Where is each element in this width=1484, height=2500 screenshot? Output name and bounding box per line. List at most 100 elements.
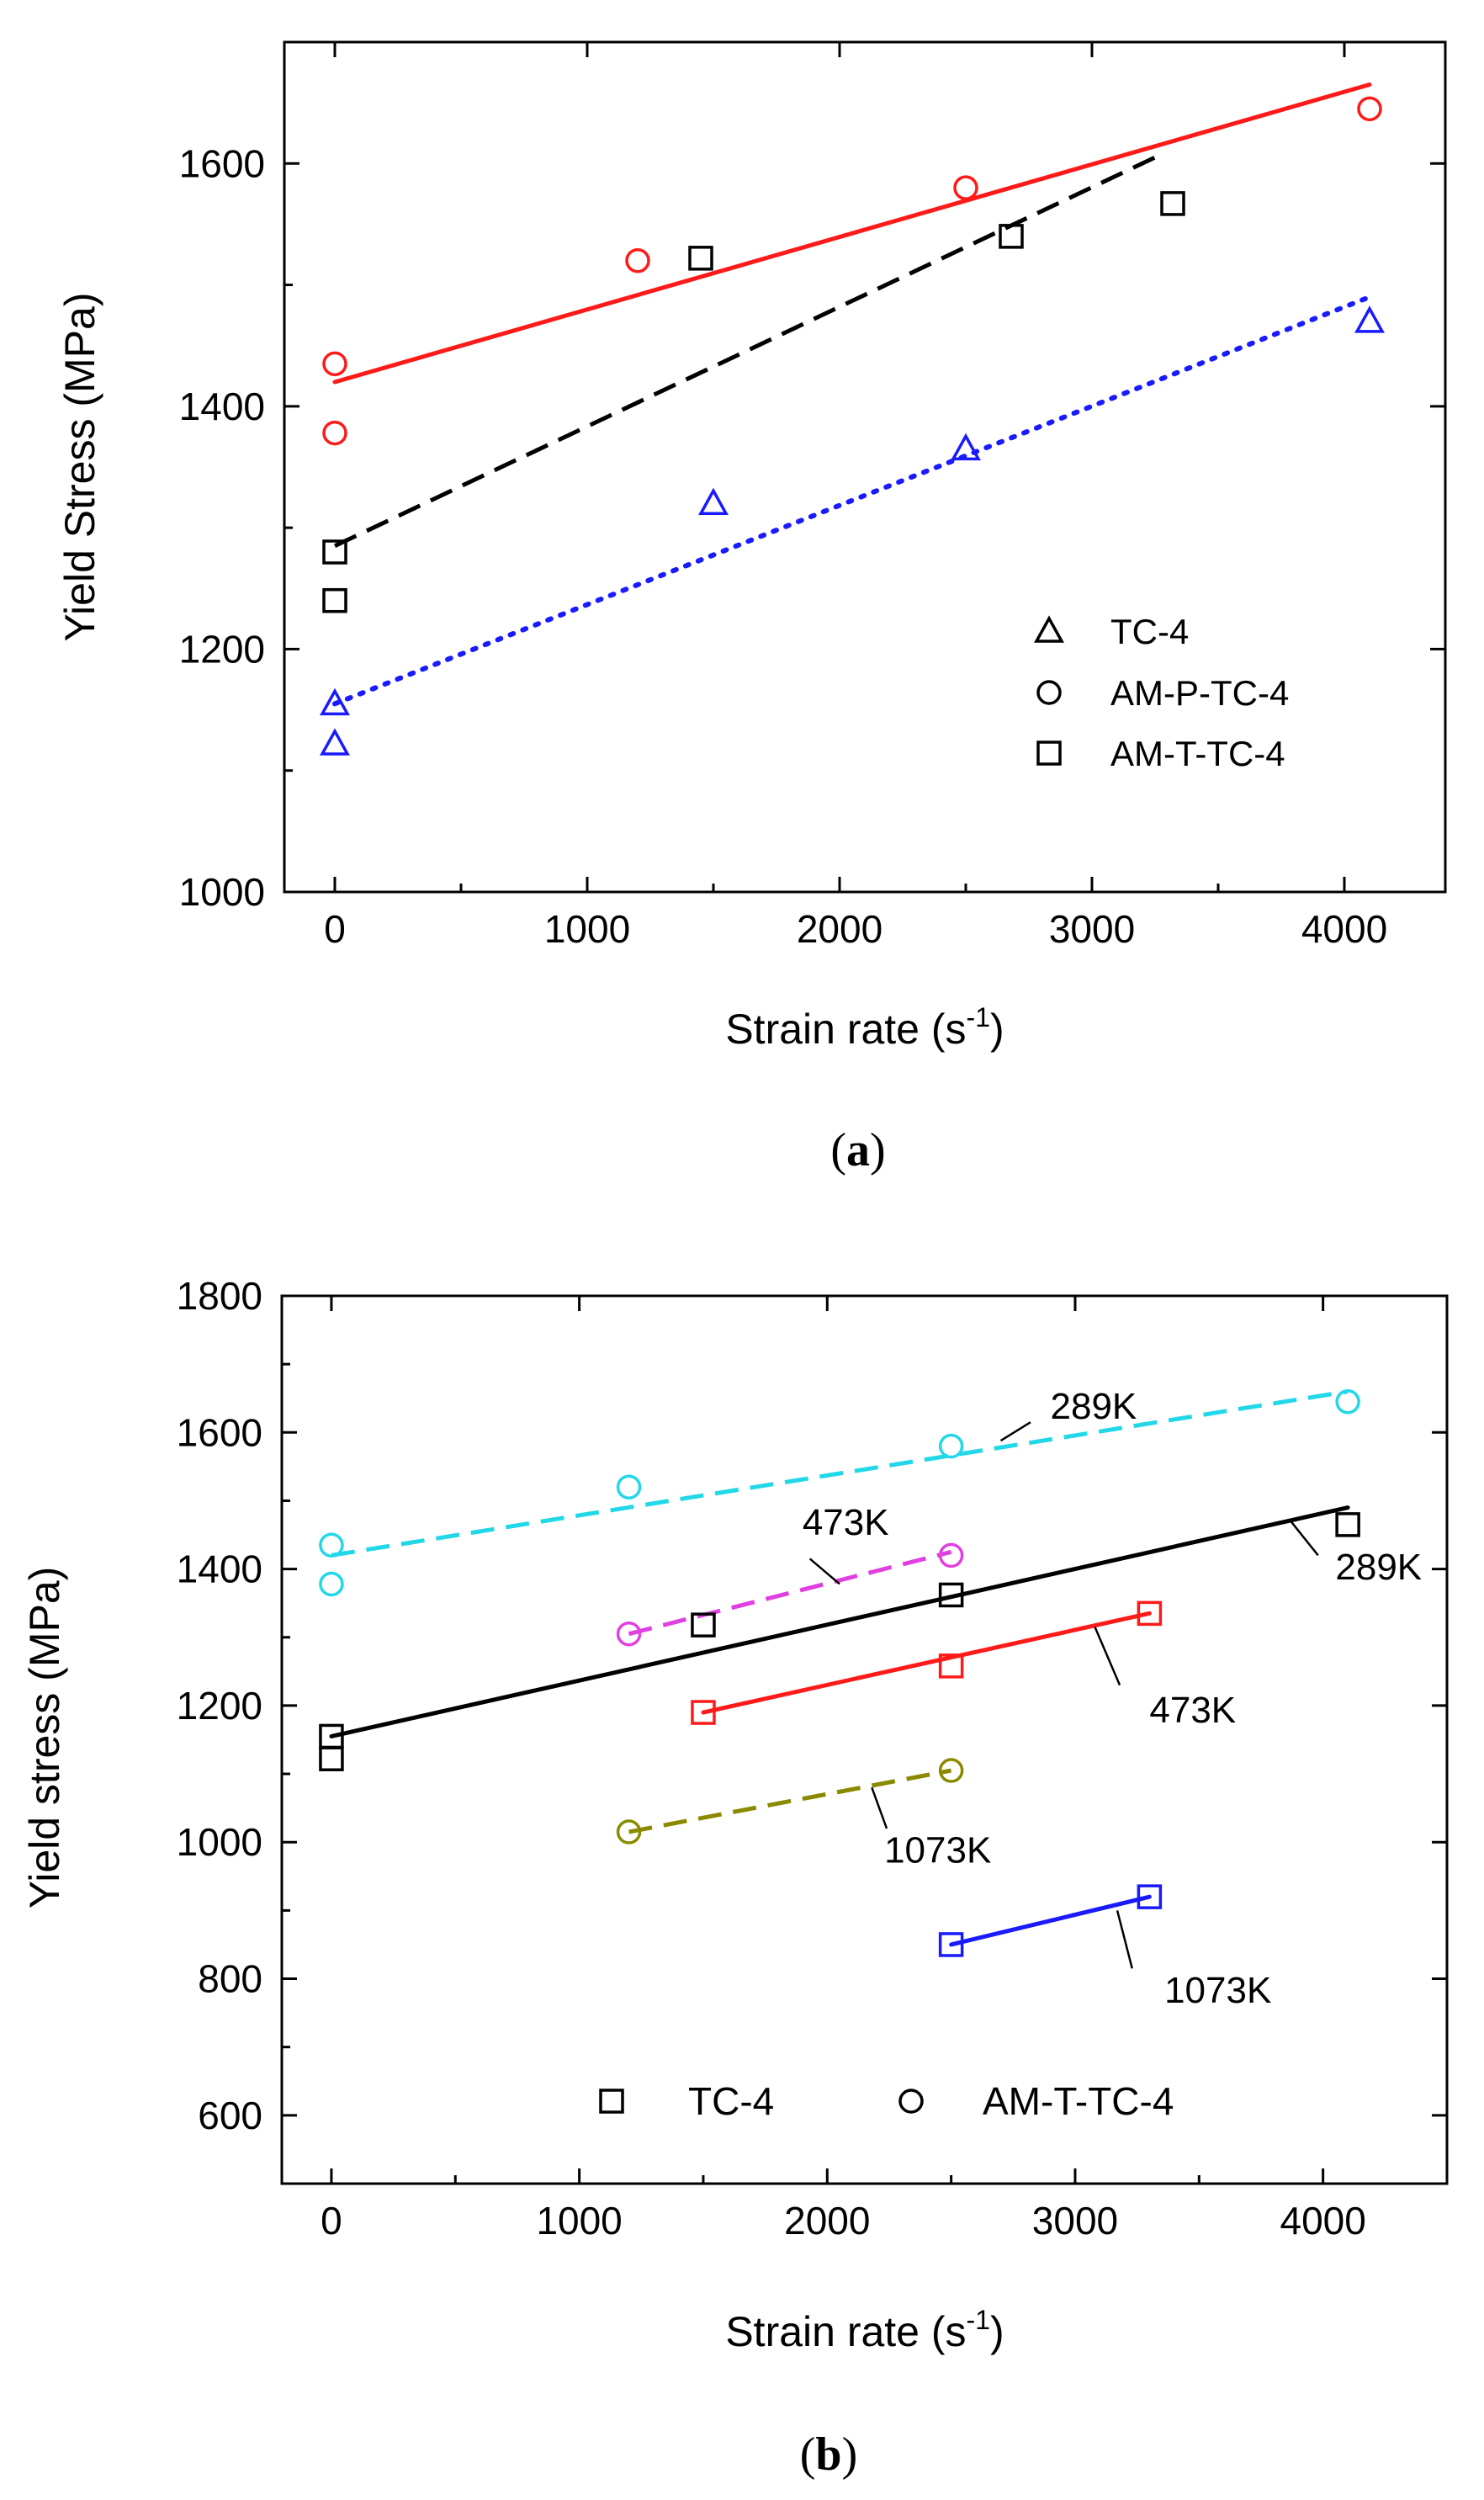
y-tick-label: 1400 <box>179 385 265 428</box>
panel-a-fit-lines <box>332 82 1372 707</box>
panel-a-caption: (a) <box>830 1124 885 1176</box>
data-point-am-t-tc-4-1073k <box>938 1758 964 1783</box>
legend-marker-square <box>1036 740 1062 766</box>
data-point-am-p-tc-4 <box>1357 96 1382 122</box>
x-tick-label: 4000 <box>1280 2199 1365 2243</box>
data-point-tc-4 <box>320 728 350 756</box>
y-tick-label: 1600 <box>177 1410 262 1454</box>
data-point-tc-4 <box>698 487 729 516</box>
y-tick-label: 1800 <box>177 1274 262 1318</box>
y-tick-label: 1400 <box>177 1547 262 1591</box>
x-tick-label: 3000 <box>1049 907 1135 951</box>
temperature-label: 473K <box>1149 1690 1236 1731</box>
data-point-am-p-tc-4 <box>322 351 347 377</box>
data-point-tc-4 <box>1354 305 1385 333</box>
data-point-am-t-tc-4 <box>322 539 347 565</box>
panel-b-temperature-labels: 289K 473K 1073K 289K 473K 1073K <box>803 1386 1422 2011</box>
x-tick-label: 0 <box>324 907 346 951</box>
data-point-am-t-tc-4-473k <box>938 1542 964 1568</box>
fit-line-am-p-tc-4 <box>332 82 1372 385</box>
x-tick-label: 2000 <box>797 907 882 951</box>
data-point-tc-4-473k <box>691 1700 716 1725</box>
temperature-label: 1073K <box>884 1830 991 1871</box>
temperature-label: 1073K <box>1164 1970 1271 2011</box>
y-tick-label: 800 <box>198 1957 262 2001</box>
legend-marker-triangle <box>1034 615 1064 643</box>
label-leader-line <box>1116 1910 1133 1969</box>
panel-b-caption: (b) <box>800 2428 857 2481</box>
panel-b-data-markers <box>319 1389 1360 1957</box>
panel-b-fit-lines <box>329 1389 1350 1947</box>
label-leader-line <box>999 1421 1031 1442</box>
data-point-tc-4-289k <box>1335 1512 1360 1537</box>
data-point-am-t-tc-4-289k <box>1335 1389 1360 1415</box>
data-point-am-t-tc-4 <box>322 587 347 613</box>
x-tick-label: 4000 <box>1301 907 1387 951</box>
legend-label-tc4: TC-4 <box>688 2079 774 2123</box>
label-leader-line <box>808 1558 840 1585</box>
legend-marker-square <box>599 2089 624 2114</box>
x-tick-label: 2000 <box>784 2199 870 2243</box>
temperature-label: 289K <box>1335 1547 1422 1588</box>
y-tick-label: 1000 <box>177 1820 262 1864</box>
panel-a-data-markers <box>320 96 1385 756</box>
fit-line-tc-4-473k <box>701 1611 1152 1715</box>
legend-marker-circle <box>1036 680 1062 705</box>
panel-a-legend: TC-4 AM-P-TC-4 AM-T-TC-4 <box>1034 612 1289 773</box>
data-point-tc-4-289k <box>938 1582 964 1608</box>
data-point-am-p-tc-4 <box>322 420 347 446</box>
panel-a-y-axis-label: Yield Stress (MPa) <box>56 293 103 642</box>
temperature-label: 473K <box>803 1502 889 1543</box>
x-tick-label: 1000 <box>536 2199 622 2243</box>
label-leader-line <box>1094 1627 1121 1686</box>
data-point-am-t-tc-4-473k <box>616 1621 642 1647</box>
x-tick-label: 1000 <box>544 907 630 951</box>
panel-b: 0 1000 2000 3000 4000 600 800 1000 1200 1400 1600 1… <box>21 1274 1449 2481</box>
panel-a-axes: 0 1000 2000 3000 4000 1000 1200 1400 1600 <box>179 42 1445 951</box>
data-point-tc-4-473k <box>938 1653 964 1679</box>
data-point-tc-4 <box>320 687 350 716</box>
legend-marker-circle <box>898 2089 924 2114</box>
data-point-tc-4 <box>951 433 981 461</box>
legend-label-am-t-tc4: AM-T-TC-4 <box>983 2079 1174 2123</box>
y-tick-label: 600 <box>198 2094 262 2137</box>
data-point-am-t-tc-4-289k <box>616 1474 642 1499</box>
legend-label-am-t-tc4: AM-T-TC-4 <box>1110 734 1285 773</box>
data-point-am-t-tc-4 <box>1160 191 1185 216</box>
fit-line-tc-4-1073k <box>949 1894 1152 1947</box>
fit-line-am-t-tc-4-1073k <box>628 1768 952 1834</box>
fit-line-tc-4 <box>332 295 1372 707</box>
y-tick-label: 1000 <box>179 870 265 914</box>
y-tick-label: 1600 <box>179 141 265 185</box>
data-point-am-t-tc-4-1073k <box>616 1819 642 1844</box>
legend-label-tc4: TC-4 <box>1110 612 1189 651</box>
legend-label-am-p-tc4: AM-P-TC-4 <box>1110 673 1289 713</box>
data-point-am-t-tc-4 <box>999 224 1024 249</box>
panel-b-legend-markers <box>599 2089 924 2114</box>
panel-b-plot-frame <box>280 1294 1449 2185</box>
x-tick-label: 3000 <box>1032 2199 1118 2243</box>
data-point-am-p-tc-4 <box>953 175 978 200</box>
data-point-am-t-tc-4 <box>688 246 713 271</box>
panel-b-axes: 0 1000 2000 3000 4000 600 800 1000 1200 1400 1600 1… <box>177 1274 1447 2243</box>
data-point-tc-4-1073k <box>938 1932 964 1957</box>
data-point-am-t-tc-4-289k <box>319 1532 344 1558</box>
panel-a-legend-markers <box>1034 615 1064 766</box>
panel-b-y-axis-label: Yield stress (MPa) <box>21 1567 68 1909</box>
y-tick-label: 1200 <box>179 627 265 671</box>
fit-line-am-t-tc-4 <box>333 155 1157 549</box>
data-point-tc-4-473k <box>1137 1600 1163 1627</box>
data-point-tc-4-289k <box>691 1612 716 1637</box>
data-point-tc-4-1073k <box>1137 1884 1163 1909</box>
data-point-am-t-tc-4-289k <box>938 1433 964 1459</box>
label-leader-line <box>871 1786 888 1829</box>
panel-a: 0 1000 2000 3000 4000 1000 1200 1400 1600 TC-4 A… <box>56 40 1447 1176</box>
panel-b-legend: TC-4 AM-T-TC-4 <box>599 2079 1174 2123</box>
fit-line-tc-4-289k <box>329 1505 1350 1738</box>
panel-a-x-axis-label: Strain rate (s-1) <box>725 1002 1004 1053</box>
panel-a-plot-frame <box>283 40 1447 894</box>
data-point-am-t-tc-4-289k <box>319 1571 344 1597</box>
y-tick-label: 1200 <box>177 1684 262 1728</box>
panel-b-x-axis-label: Strain rate (s-1) <box>725 2305 1004 2355</box>
